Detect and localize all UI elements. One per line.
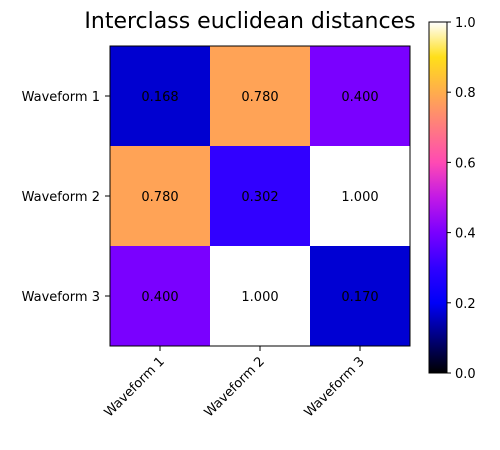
colorbar-tick-label: 0.2 bbox=[455, 297, 476, 312]
x-tick-label: Waveform 2 bbox=[202, 354, 268, 420]
y-axis-ticks: Waveform 1 Waveform 2 Waveform 3 bbox=[22, 90, 110, 305]
heatmap-cell-r3-c1 bbox=[110, 246, 210, 346]
colorbar-tick-label: 0.0 bbox=[455, 367, 476, 382]
y-tick-label: Waveform 3 bbox=[22, 290, 100, 305]
x-tick-label: Waveform 1 bbox=[102, 354, 168, 420]
y-tick-label: Waveform 1 bbox=[22, 90, 100, 105]
cell-value-r1-c2: 0.780 bbox=[241, 90, 278, 105]
colorbar-tick-label: 0.8 bbox=[455, 86, 476, 101]
heatmap-cell-r3-c2 bbox=[210, 246, 310, 346]
cell-value-r1-c1: 0.168 bbox=[141, 90, 178, 105]
heatmap-cell-labels: 0.168 0.780 0.400 0.780 0.302 1.000 0.400 1.000… bbox=[141, 90, 378, 305]
cell-value-r1-c3: 0.400 bbox=[341, 90, 378, 105]
colorbar bbox=[428, 21, 448, 374]
chart-title: Interclass euclidean distances bbox=[84, 9, 415, 34]
cell-value-r2-c1: 0.780 bbox=[141, 190, 178, 205]
y-tick-label: Waveform 2 bbox=[22, 190, 100, 205]
heatmap-cells bbox=[110, 46, 410, 346]
x-axis-ticks: Waveform 1 Waveform 2 Waveform 3 bbox=[102, 346, 368, 420]
cell-value-r2-c2: 0.302 bbox=[241, 190, 278, 205]
heatmap-cell-r2-c2 bbox=[210, 146, 310, 246]
colorbar-tick-label: 1.0 bbox=[455, 16, 476, 31]
heatmap-cell-r2-c3 bbox=[310, 146, 410, 246]
colorbar-tick-label: 0.4 bbox=[455, 227, 476, 242]
x-tick-label: Waveform 3 bbox=[302, 354, 368, 420]
colorbar-ticks: 0.0 0.2 0.4 0.6 0.8 1.0 bbox=[447, 16, 476, 382]
cell-value-r2-c3: 1.000 bbox=[341, 190, 378, 205]
cell-value-r3-c2: 1.000 bbox=[241, 290, 278, 305]
heatmap-cell-r1-c2 bbox=[210, 46, 310, 146]
colorbar-tick-label: 0.6 bbox=[455, 156, 476, 171]
heatmap-cell-r3-c3 bbox=[310, 246, 410, 346]
heatmap-cell-r2-c1 bbox=[110, 146, 210, 246]
heatmap-cell-r1-c1 bbox=[110, 46, 210, 146]
heatmap-cell-r1-c3 bbox=[310, 46, 410, 146]
cell-value-r3-c3: 0.170 bbox=[341, 290, 378, 305]
cell-value-r3-c1: 0.400 bbox=[141, 290, 178, 305]
